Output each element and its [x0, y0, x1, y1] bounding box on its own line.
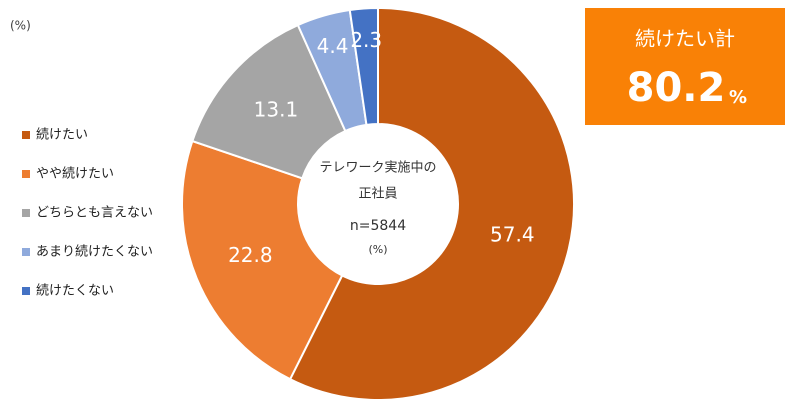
legend-label: どちらとも言えない [36, 206, 153, 221]
slice [191, 23, 347, 180]
center-text: (%) [368, 243, 387, 256]
legend-label: やや続けたい [36, 167, 114, 182]
legend-marker [22, 131, 30, 139]
callout-box [585, 8, 785, 125]
data-label: 2.3 [350, 28, 382, 52]
legend-marker [22, 248, 30, 256]
slice [348, 6, 379, 126]
data-label: 4.4 [317, 34, 349, 58]
callout-unit: % [729, 87, 747, 108]
unit-note: (%) [10, 19, 31, 33]
legend-label: 続けたくない [36, 284, 114, 299]
legend-label: あまり続けたくない [36, 245, 153, 260]
callout-value: 80.2 [627, 65, 726, 111]
center-text: テレワーク実施中の [319, 160, 436, 176]
center-text: n=5844 [350, 218, 406, 234]
data-label: 57.4 [490, 222, 535, 246]
callout-label: 続けたい計 [635, 27, 735, 51]
slice [181, 139, 344, 381]
data-label: 22.8 [228, 243, 273, 267]
data-label: 13.1 [254, 98, 299, 122]
legend-label: 続けたい [36, 128, 88, 143]
legend-marker [22, 287, 30, 295]
legend-marker [22, 170, 30, 178]
center-text: 正社員 [358, 186, 397, 202]
legend-marker [22, 209, 30, 217]
slice [288, 6, 575, 401]
